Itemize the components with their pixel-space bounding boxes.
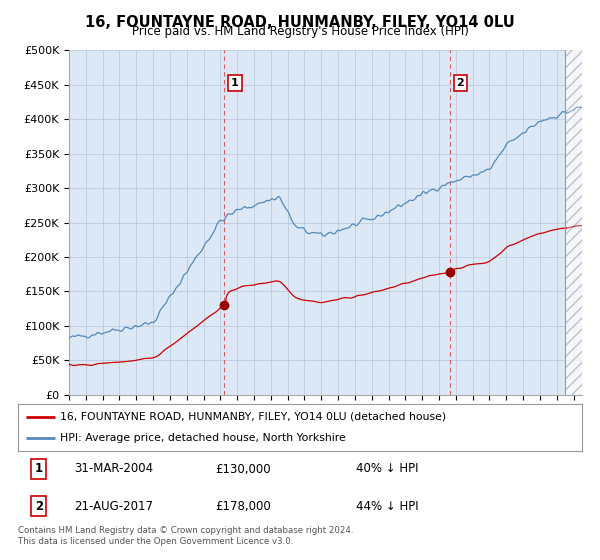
Text: £178,000: £178,000	[215, 500, 271, 512]
Text: £130,000: £130,000	[215, 463, 271, 475]
Text: 21-AUG-2017: 21-AUG-2017	[74, 500, 154, 512]
Text: 2: 2	[457, 78, 464, 88]
Text: Price paid vs. HM Land Registry's House Price Index (HPI): Price paid vs. HM Land Registry's House …	[131, 25, 469, 38]
Text: HPI: Average price, detached house, North Yorkshire: HPI: Average price, detached house, Nort…	[60, 433, 346, 444]
Text: 31-MAR-2004: 31-MAR-2004	[74, 463, 154, 475]
Bar	[565, 50, 582, 395]
Text: 1: 1	[35, 463, 43, 475]
Text: 1: 1	[231, 78, 239, 88]
Text: 40% ↓ HPI: 40% ↓ HPI	[356, 463, 419, 475]
Text: 16, FOUNTAYNE ROAD, HUNMANBY, FILEY, YO14 0LU: 16, FOUNTAYNE ROAD, HUNMANBY, FILEY, YO1…	[85, 15, 515, 30]
Text: Contains HM Land Registry data © Crown copyright and database right 2024.
This d: Contains HM Land Registry data © Crown c…	[18, 526, 353, 546]
Text: 16, FOUNTAYNE ROAD, HUNMANBY, FILEY, YO14 0LU (detached house): 16, FOUNTAYNE ROAD, HUNMANBY, FILEY, YO1…	[60, 412, 446, 422]
Text: 44% ↓ HPI: 44% ↓ HPI	[356, 500, 419, 512]
Text: 2: 2	[35, 500, 43, 512]
